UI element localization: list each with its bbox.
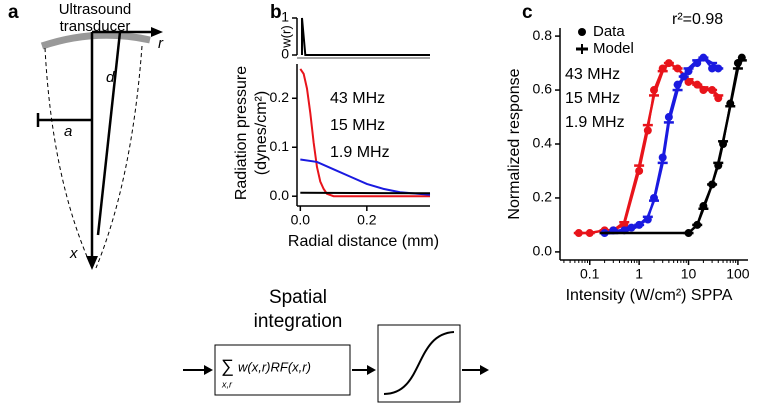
panel-label: b bbox=[270, 2, 282, 23]
legend-marker bbox=[578, 28, 586, 36]
diagram-title: Ultrasound bbox=[59, 1, 132, 18]
y-axis-label: Normalized response bbox=[506, 68, 523, 219]
formula-box bbox=[214, 344, 351, 396]
y-tick-label: 0.4 bbox=[533, 135, 553, 151]
r-label: r bbox=[158, 35, 164, 52]
data-point bbox=[737, 53, 746, 62]
data-point bbox=[658, 64, 667, 73]
y-tick-label: 0.2 bbox=[533, 189, 553, 205]
integration-title: integration bbox=[254, 311, 343, 332]
y-axis-label: (dynes/cm²) bbox=[253, 91, 270, 175]
y-tick-label: 0.1 bbox=[270, 138, 290, 154]
d-label: d bbox=[106, 69, 115, 86]
series-label: 15 MHz bbox=[330, 117, 385, 134]
beam-edge bbox=[44, 47, 93, 269]
series-line bbox=[299, 68, 430, 198]
y-tick-label: 0.0 bbox=[533, 243, 553, 259]
arrowhead bbox=[86, 256, 98, 270]
panel-label: c bbox=[522, 2, 533, 23]
data-point bbox=[679, 72, 688, 81]
y-axis-label: w(r) bbox=[278, 25, 293, 48]
series-line bbox=[300, 17, 430, 56]
y-tick-label: 0.8 bbox=[533, 27, 553, 43]
y-tick-label: 0.6 bbox=[533, 81, 553, 97]
x-tick-label: 100 bbox=[726, 266, 750, 282]
data-point bbox=[693, 80, 702, 89]
data-point bbox=[643, 126, 652, 135]
x-tick-label: 1 bbox=[635, 266, 643, 282]
data-point bbox=[693, 59, 702, 68]
sigmoid bbox=[383, 331, 455, 395]
data-point bbox=[719, 140, 728, 148]
data-point bbox=[714, 94, 723, 103]
series-label: 15 MHz bbox=[565, 90, 620, 107]
transducer-diagram: Ultrasound transducer r d a x bbox=[36, 1, 164, 270]
data-point bbox=[714, 161, 723, 170]
arrowhead bbox=[204, 365, 213, 375]
data-point bbox=[627, 223, 636, 232]
annotation: r²=0.98 bbox=[672, 11, 723, 28]
series-label: 1.9 MHz bbox=[330, 144, 390, 161]
beam-edge bbox=[95, 45, 143, 269]
diagram-title: transducer bbox=[60, 18, 131, 35]
legend-label: Data bbox=[593, 23, 625, 40]
data-point bbox=[574, 229, 583, 238]
data-point bbox=[699, 86, 708, 95]
data-point bbox=[684, 77, 693, 86]
y-tick-label: 0 bbox=[281, 46, 289, 62]
series-line bbox=[300, 158, 431, 196]
x-tick-label: 0.0 bbox=[291, 212, 311, 228]
transducer bbox=[40, 31, 151, 50]
formula-sum: ∑ bbox=[221, 356, 234, 376]
series-label: 43 MHz bbox=[330, 90, 385, 107]
data-point bbox=[684, 67, 693, 76]
x-tick-label: 0.2 bbox=[357, 212, 377, 228]
data-point bbox=[699, 53, 708, 62]
arrowhead bbox=[367, 365, 376, 375]
data-point bbox=[673, 64, 682, 73]
data-point bbox=[664, 59, 673, 68]
a-label: a bbox=[64, 123, 72, 140]
nonlinearity-box bbox=[377, 324, 461, 403]
data-point bbox=[726, 99, 735, 108]
data-point bbox=[708, 64, 717, 73]
data-point bbox=[635, 166, 644, 175]
arrowhead bbox=[151, 27, 163, 37]
data-point bbox=[708, 180, 717, 189]
panel-label: a bbox=[8, 2, 19, 23]
integration-schematic: Spatial integration ∑ x,r w(x,r)RF(x,r) bbox=[183, 287, 489, 403]
distance-line bbox=[96, 31, 122, 236]
data-point bbox=[585, 229, 594, 238]
y-tick-label: 1 bbox=[281, 9, 289, 25]
x-label: x bbox=[69, 245, 78, 262]
data-point bbox=[664, 113, 673, 122]
integration-title: Spatial bbox=[269, 287, 327, 308]
x-axis-label: Intensity (W/cm²) SPPA bbox=[566, 287, 733, 304]
data-point bbox=[714, 64, 723, 73]
formula-index: x,r bbox=[221, 379, 233, 389]
y-axis-label: Radiation pressure bbox=[233, 66, 250, 200]
y-tick-label: 0.0 bbox=[270, 187, 290, 203]
data-point bbox=[708, 86, 717, 95]
formula-body: w(x,r)RF(x,r) bbox=[238, 359, 311, 374]
y-tick-label: 0.2 bbox=[270, 89, 290, 105]
arrowhead bbox=[480, 365, 489, 375]
data-point bbox=[650, 193, 658, 202]
data-point bbox=[643, 215, 652, 224]
data-point bbox=[658, 153, 667, 162]
legend-label: Model bbox=[593, 40, 634, 57]
data-point bbox=[650, 86, 658, 95]
data-point bbox=[684, 229, 693, 238]
data-point bbox=[693, 220, 702, 229]
x-tick-label: 10 bbox=[681, 266, 697, 282]
data-point bbox=[699, 202, 708, 211]
x-axis-label: Radial distance (mm) bbox=[288, 233, 439, 250]
data-point bbox=[673, 80, 682, 89]
x-tick-label: 0.1 bbox=[580, 266, 600, 282]
series-label: 1.9 MHz bbox=[565, 114, 625, 131]
data-point bbox=[635, 220, 644, 229]
series-label: 43 MHz bbox=[565, 66, 620, 83]
